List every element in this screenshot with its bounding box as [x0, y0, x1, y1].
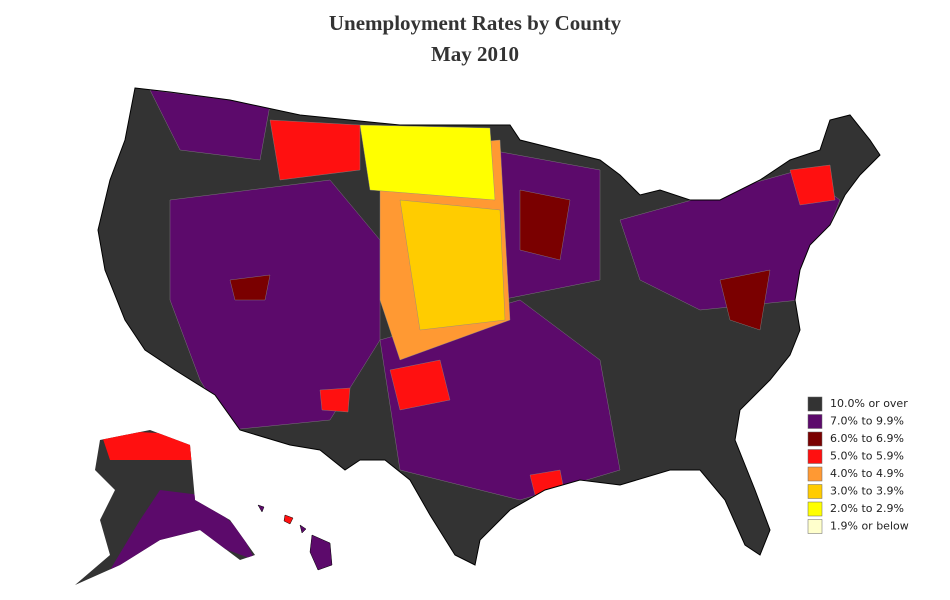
region: [399, 199, 506, 331]
region: [319, 387, 351, 413]
alaska: [75, 430, 255, 585]
legend-label: 1.9% or below: [830, 520, 909, 533]
legend-swatch: [807, 431, 823, 447]
island: [299, 524, 307, 534]
legend-swatch: [807, 466, 823, 482]
region: [789, 164, 836, 206]
legend-label: 4.0% to 4.9%: [830, 467, 904, 480]
legend-swatch: [807, 501, 823, 517]
legend-label: 3.0% to 3.9%: [830, 485, 904, 498]
region: [229, 274, 271, 301]
legend-label: 5.0% to 5.9%: [830, 450, 904, 463]
legend-swatch: [807, 449, 823, 464]
island: [257, 504, 265, 513]
legend-swatch: [807, 414, 823, 429]
region: [100, 430, 195, 460]
region: [379, 299, 621, 501]
legend-swatch: [807, 396, 823, 412]
island: [309, 534, 333, 571]
legend: 10.0% or over 7.0% to 9.9% 6.0% to 6.9% 5.0…: [807, 396, 909, 534]
state-borders: [97, 87, 881, 566]
region: [389, 359, 451, 411]
legend-label: 6.0% to 6.9%: [830, 432, 904, 445]
island: [283, 514, 294, 525]
region: [359, 124, 496, 201]
map-subtitle: May 2010: [431, 42, 519, 66]
legend-swatch: [807, 484, 823, 499]
mainland: [98, 88, 880, 565]
region: [269, 119, 361, 181]
map-title: Unemployment Rates by County: [329, 11, 622, 35]
region: [719, 269, 771, 331]
legend-label: 10.0% or over: [830, 397, 908, 410]
legend-swatch: [807, 519, 823, 534]
hawaii: [257, 504, 333, 571]
region: [169, 179, 381, 431]
region: [519, 189, 571, 261]
legend-label: 7.0% to 9.9%: [830, 415, 904, 428]
legend-label: 2.0% to 2.9%: [830, 502, 904, 515]
